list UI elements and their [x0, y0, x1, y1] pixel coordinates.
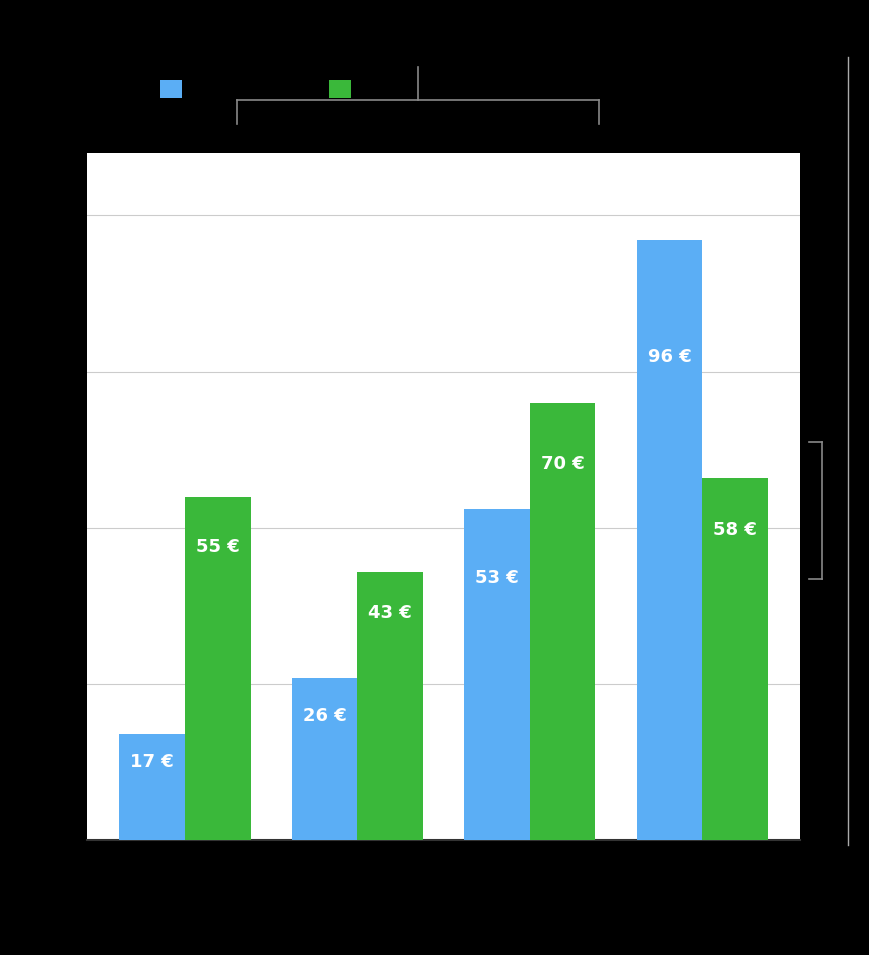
Bar [529, 403, 594, 840]
Y-axis label: Sales ($k): Sales ($k) [13, 442, 32, 551]
Text: 70 €: 70 € [541, 456, 584, 474]
Text: Sales by Region: Sales by Region [269, 904, 444, 923]
Bar [292, 678, 357, 840]
Bar [464, 509, 529, 840]
Bar [701, 478, 767, 840]
Bar [185, 497, 250, 840]
Text: 96 €: 96 € [647, 349, 691, 367]
Bar [357, 572, 422, 840]
Text: 58 €: 58 € [713, 521, 756, 540]
Text: 26 €: 26 € [302, 707, 346, 725]
Bar [636, 241, 701, 840]
Text: 43 €: 43 € [368, 604, 412, 622]
Text: 53 €: 53 € [474, 569, 519, 586]
Text: 17 €: 17 € [130, 753, 174, 772]
Text: 55 €: 55 € [196, 538, 239, 556]
Bar [119, 734, 185, 840]
Legend: Region 1, Region 2: Region 1, Region 2 [153, 73, 451, 106]
